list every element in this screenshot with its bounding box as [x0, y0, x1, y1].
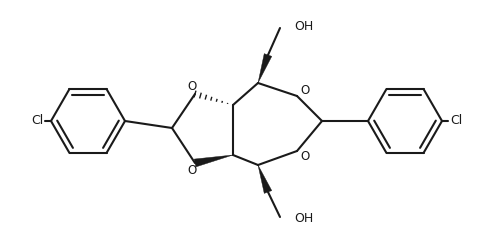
Text: Cl: Cl — [450, 114, 462, 127]
Text: Cl: Cl — [31, 114, 43, 127]
Polygon shape — [194, 155, 233, 167]
Polygon shape — [258, 165, 272, 193]
Polygon shape — [258, 54, 272, 83]
Text: O: O — [187, 79, 197, 92]
Text: OH: OH — [294, 212, 313, 226]
Text: O: O — [300, 150, 310, 162]
Text: OH: OH — [294, 19, 313, 32]
Text: O: O — [300, 84, 310, 97]
Text: O: O — [187, 164, 197, 178]
